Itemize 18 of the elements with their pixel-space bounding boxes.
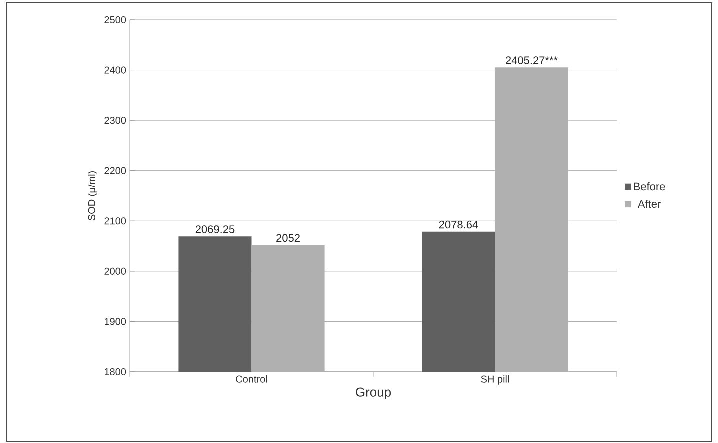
- y-tick-label: 2300: [104, 117, 126, 124]
- x-tick-label: Control: [236, 376, 268, 383]
- x-tick-label: SH pill: [481, 376, 510, 385]
- data-label: 2069.25: [196, 226, 235, 234]
- y-tick-label: 2500: [104, 16, 126, 24]
- y-axis-title: SOD (μ/ml): [88, 172, 98, 221]
- data-label: 2078.64: [439, 220, 478, 229]
- y-tick-label: 2000: [104, 268, 126, 275]
- y-tick-label: 2200: [104, 167, 126, 174]
- y-tick-label: 1900: [104, 318, 126, 326]
- data-label: 2405.27***: [506, 56, 558, 64]
- y-tick-label: 2100: [104, 218, 126, 225]
- legend-label: After: [638, 200, 661, 208]
- x-axis-title: Group: [356, 388, 392, 400]
- legend-label: Before: [634, 182, 666, 191]
- data-label: 2052: [276, 234, 300, 242]
- y-tick-label: 1800: [104, 368, 126, 376]
- y-tick-label: 2400: [104, 66, 126, 74]
